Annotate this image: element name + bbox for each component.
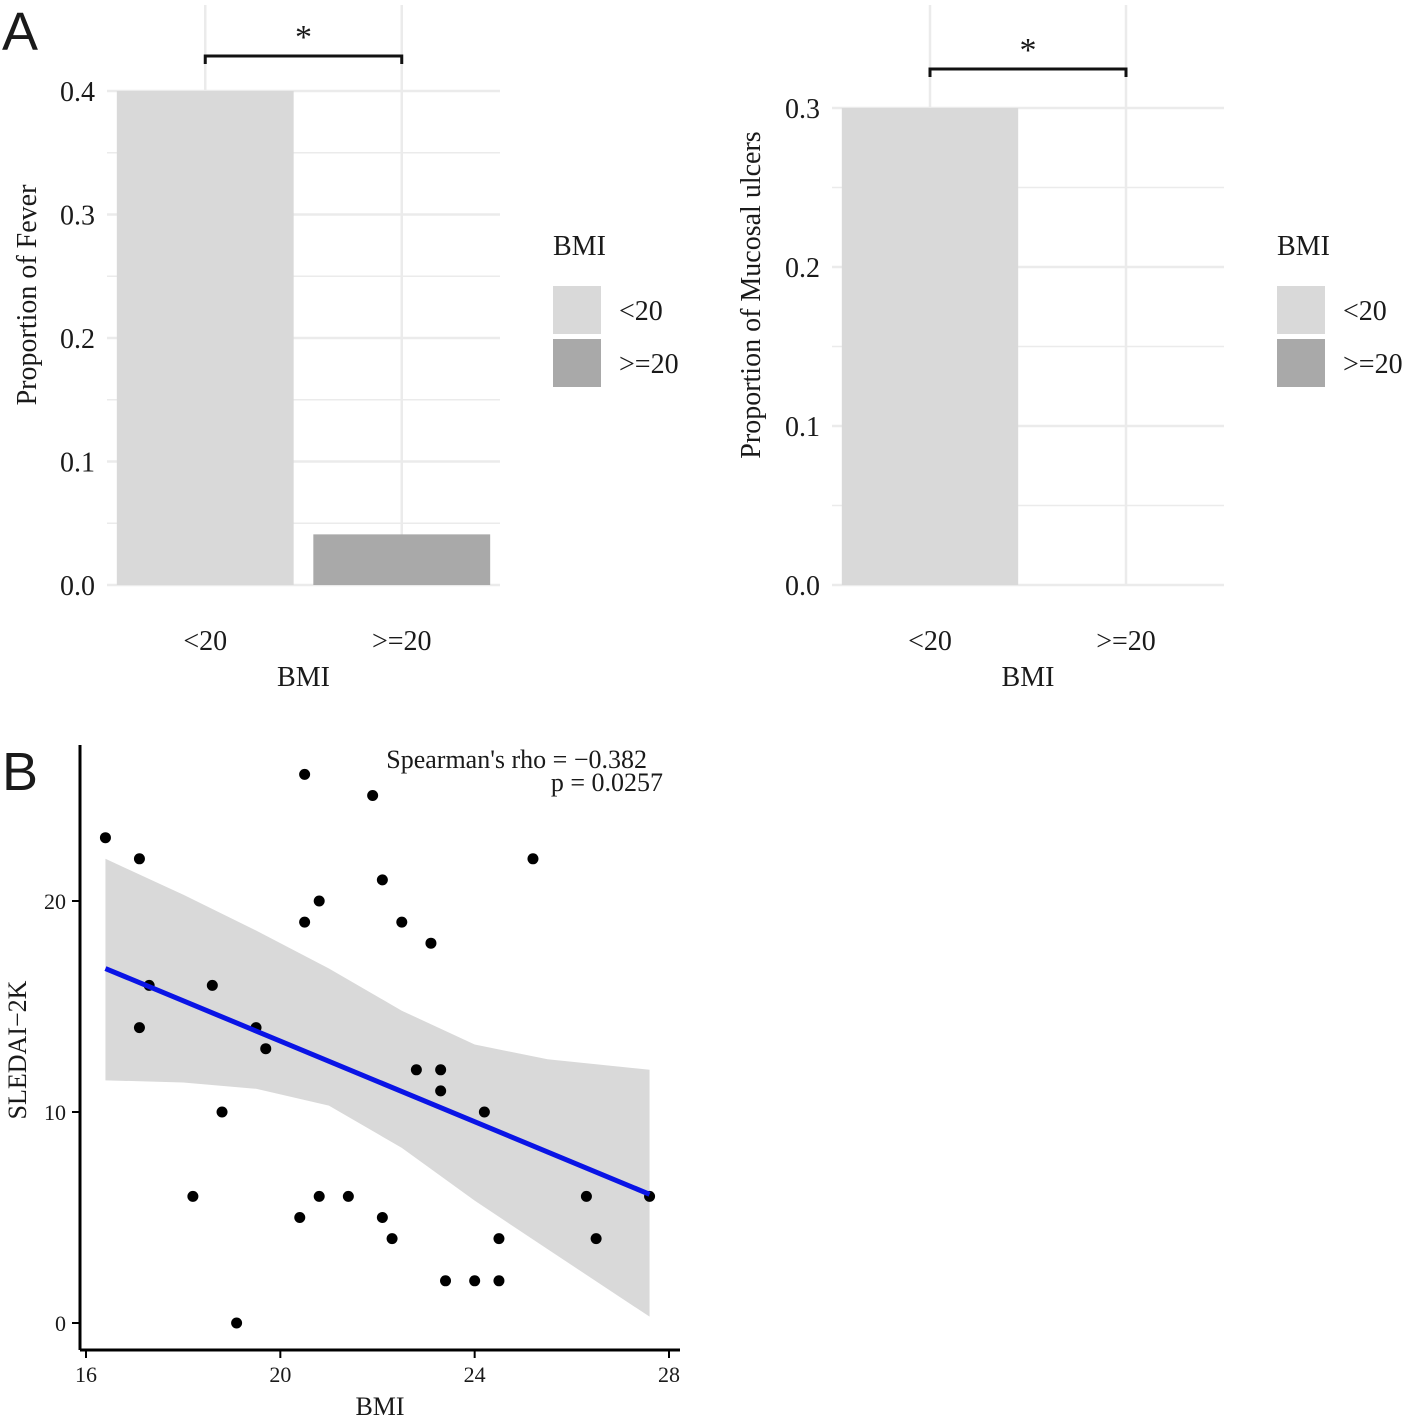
y-axis-title: SLEDAI−2K xyxy=(3,980,32,1119)
data-point xyxy=(435,1085,447,1097)
data-point xyxy=(425,937,437,949)
mucosal-ulcers-bar-chart: 0.0 0.1 0.2 0.3 <20 >=20 * BMI Proportion of Muc… xyxy=(736,5,1224,693)
data-point xyxy=(527,853,539,865)
y-tick-label: 0.2 xyxy=(60,324,95,355)
y-tick-label: 0.3 xyxy=(60,201,95,232)
y-tick-label: 20 xyxy=(44,889,66,914)
data-point xyxy=(376,874,388,886)
legend-key-ge20 xyxy=(1277,339,1325,387)
y-tick-label: 0.0 xyxy=(785,571,820,602)
x-tick-label: 16 xyxy=(75,1362,97,1387)
legend-label: <20 xyxy=(1343,296,1387,327)
legend-label: >=20 xyxy=(619,349,679,380)
y-tick-label: 0.2 xyxy=(785,253,820,284)
x-tick-label: 24 xyxy=(464,1362,486,1387)
data-point xyxy=(410,1064,422,1076)
data-point xyxy=(435,1064,447,1076)
data-point xyxy=(206,979,218,991)
p-value-annotation: p = 0.0257 xyxy=(551,768,663,797)
y-tick-label: 0.0 xyxy=(60,571,95,602)
bar-lt20 xyxy=(116,91,294,585)
data-point xyxy=(342,1190,354,1202)
x-tick-label: >=20 xyxy=(372,626,432,657)
x-axis-title: BMI xyxy=(277,662,330,693)
significance-star: * xyxy=(295,19,312,56)
data-point xyxy=(299,768,311,780)
data-point xyxy=(260,1043,272,1055)
regression-line xyxy=(104,966,651,1197)
legend-label: >=20 xyxy=(1343,349,1403,380)
legend-key-lt20 xyxy=(1277,286,1325,334)
y-axis-title: Proportion of Fever xyxy=(12,184,43,406)
bar-lt20 xyxy=(841,108,1019,585)
y-tick-label: 0.1 xyxy=(60,448,95,479)
y-axis-title: Proportion of Mucosal ulcers xyxy=(736,131,767,458)
legend-key-lt20 xyxy=(553,286,601,334)
data-point xyxy=(469,1275,481,1287)
legend-title: BMI xyxy=(1277,231,1330,262)
data-point xyxy=(187,1190,199,1202)
significance-bracket xyxy=(928,67,1128,77)
panel-label-b: B xyxy=(2,742,38,802)
y-tick-label: 0.3 xyxy=(785,94,820,125)
mucosal-legend: BMI <20 >=20 xyxy=(1277,231,1403,387)
data-point xyxy=(580,1190,592,1202)
data-point xyxy=(493,1275,505,1287)
x-tick-label: >=20 xyxy=(1096,626,1156,657)
fever-bar-chart: 0.0 0.1 0.2 0.3 0.4 <20 >=20 * BMI Proportion of … xyxy=(12,5,500,693)
y-tick-label: 0 xyxy=(55,1311,66,1336)
legend-title: BMI xyxy=(553,231,606,262)
data-point xyxy=(216,1106,228,1118)
data-point xyxy=(386,1233,398,1245)
data-point xyxy=(478,1106,490,1118)
y-tick-label: 0.1 xyxy=(785,412,820,443)
data-point xyxy=(299,916,311,928)
x-axis-title: BMI xyxy=(355,1392,404,1420)
data-point xyxy=(133,1022,145,1034)
data-point xyxy=(493,1233,505,1245)
significance-bracket xyxy=(203,54,404,64)
data-point xyxy=(99,832,111,844)
x-tick-label: 20 xyxy=(269,1362,291,1387)
x-axis-title: BMI xyxy=(1002,662,1055,693)
data-point xyxy=(440,1275,452,1287)
spearman-annotation: Spearman's rho = −0.382 xyxy=(386,745,647,774)
x-tick-label: <20 xyxy=(183,626,227,657)
x-tick-label: 28 xyxy=(658,1362,680,1387)
y-tick-label: 10 xyxy=(44,1100,66,1125)
data-point xyxy=(294,1212,306,1223)
legend-key-ge20 xyxy=(553,339,601,387)
data-point xyxy=(133,853,145,865)
sledai-scatter-chart: 16 20 24 28 0 10 20 BMI SLEDAI−2K Spearman's rho … xyxy=(3,745,680,1420)
data-point xyxy=(313,895,325,907)
legend-label: <20 xyxy=(619,296,663,327)
confidence-band xyxy=(105,858,650,1317)
panel-label-a: A xyxy=(2,2,38,62)
data-point xyxy=(590,1233,602,1245)
x-tick-label: <20 xyxy=(908,626,952,657)
data-point xyxy=(376,1212,388,1223)
data-point xyxy=(396,916,408,928)
significance-star: * xyxy=(1020,32,1037,69)
y-tick-label: 0.4 xyxy=(60,77,95,108)
data-point xyxy=(367,790,379,801)
data-point xyxy=(231,1317,243,1329)
bar-ge20 xyxy=(313,534,491,585)
data-point xyxy=(313,1190,325,1202)
fever-legend: BMI <20 >=20 xyxy=(553,231,679,387)
